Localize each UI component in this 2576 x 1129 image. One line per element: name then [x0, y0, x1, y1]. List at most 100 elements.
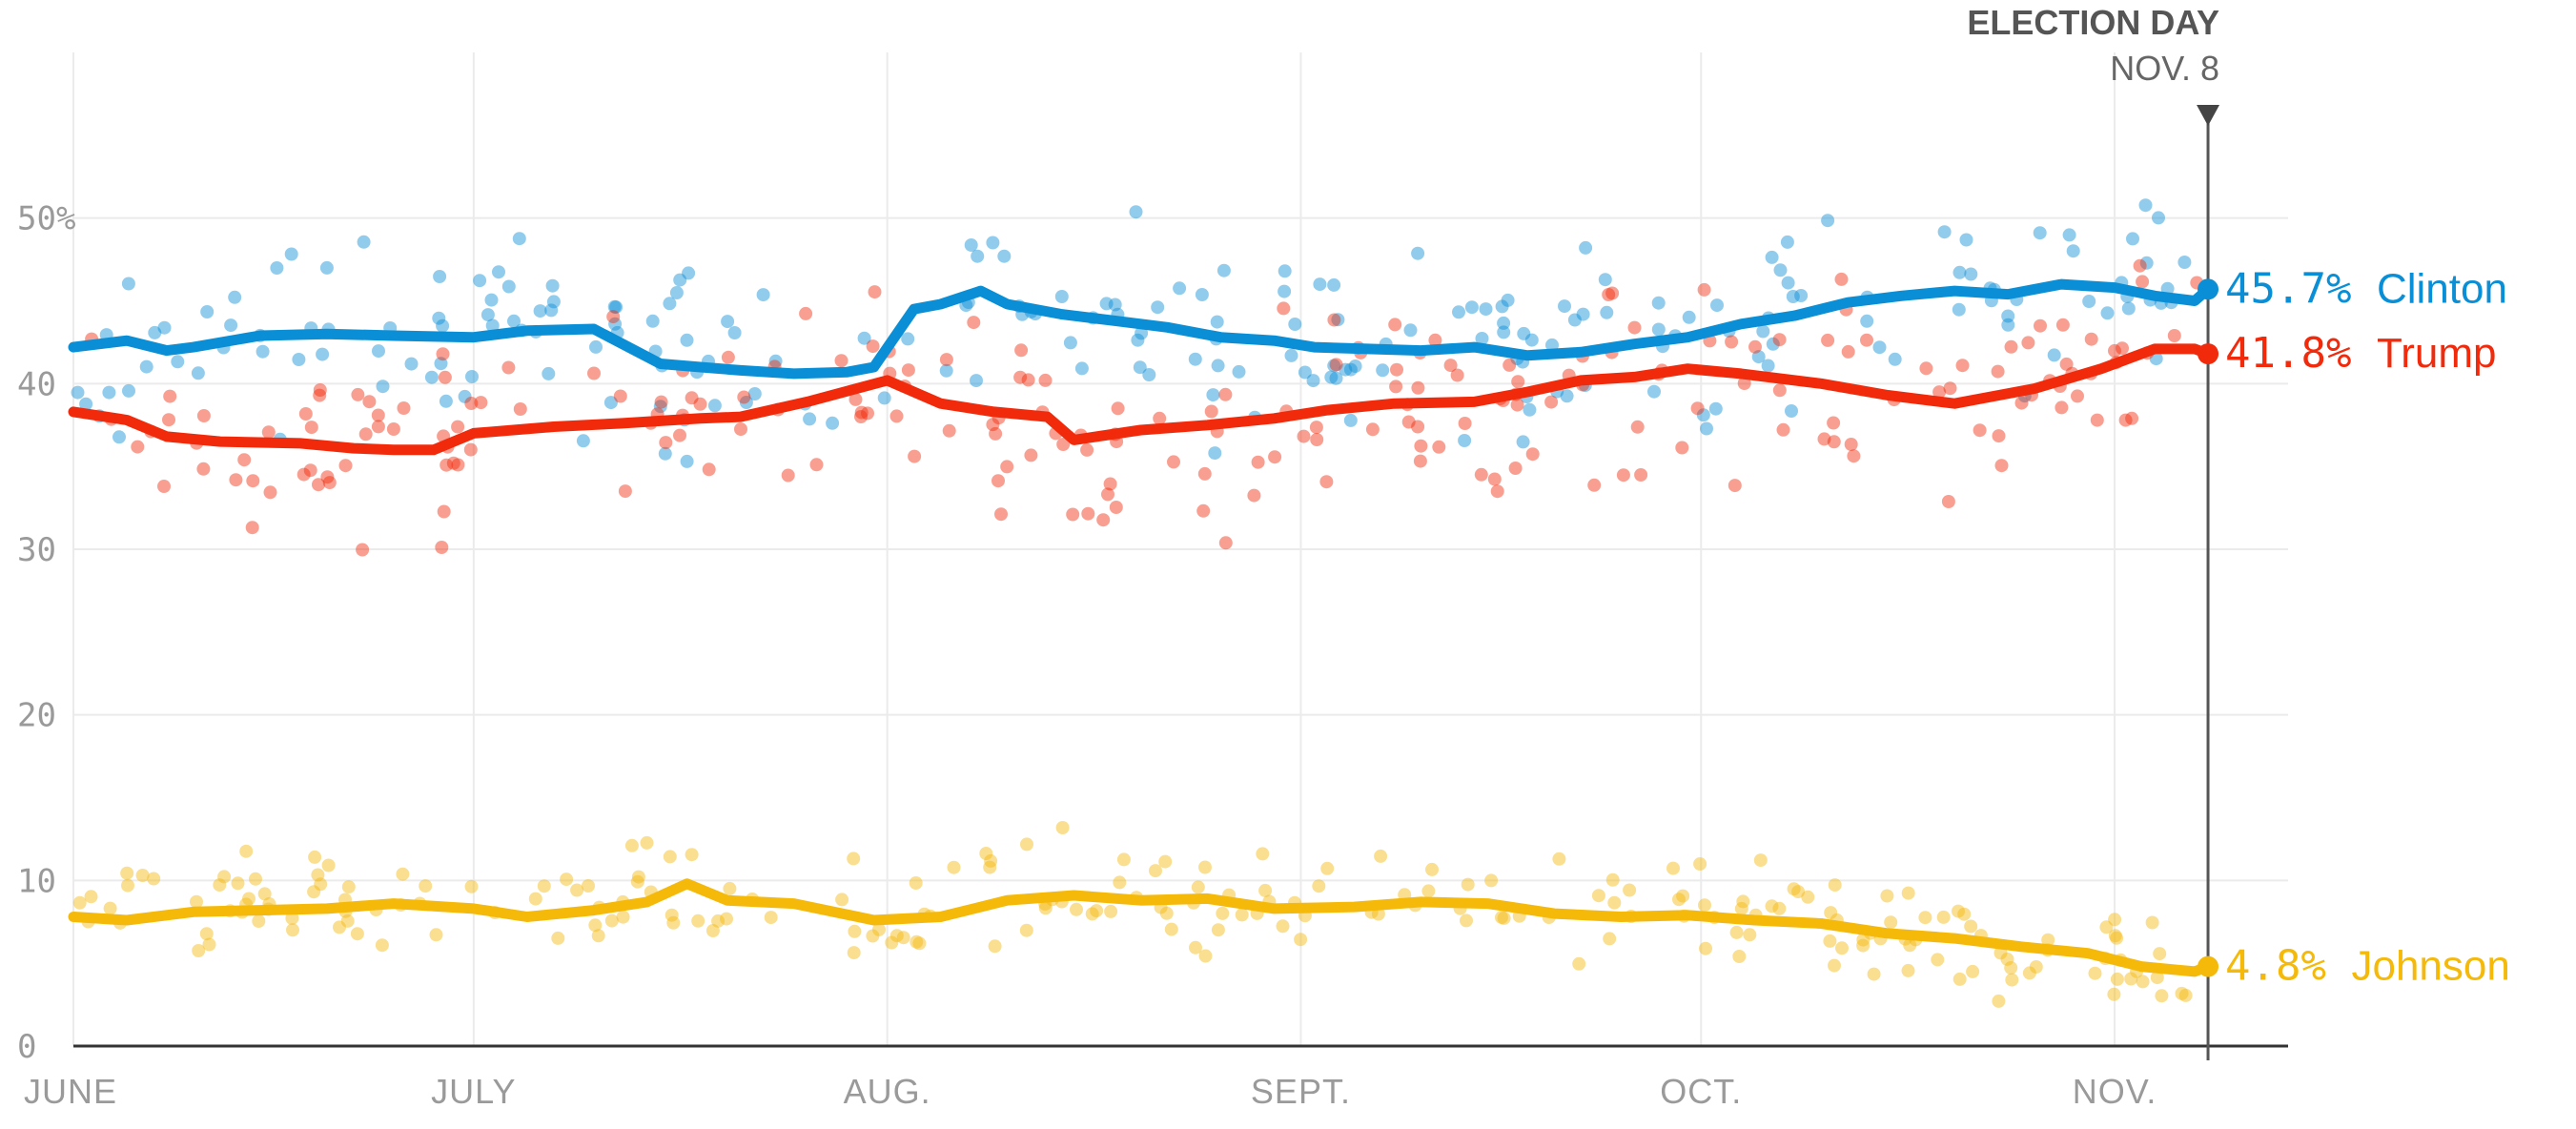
- poll-dot: [908, 449, 922, 463]
- poll-dot: [2177, 256, 2192, 269]
- poll-dot: [1828, 958, 1841, 973]
- poll-dot: [1690, 401, 1705, 416]
- poll-dot: [1753, 853, 1768, 868]
- poll-dot: [2029, 960, 2043, 974]
- poll-dot: [1167, 455, 1180, 469]
- poll-dot: [834, 354, 848, 368]
- poll-dot: [781, 468, 795, 482]
- poll-dot: [1748, 339, 1762, 354]
- poll-dot: [1672, 893, 1686, 907]
- poll-dot: [1666, 861, 1680, 875]
- poll-dot: [1765, 899, 1779, 913]
- poll-dot: [1743, 928, 1757, 942]
- poll-dot: [1309, 421, 1323, 435]
- poll-dot: [199, 927, 214, 941]
- poll-dot: [1524, 333, 1539, 347]
- poll-dot: [484, 293, 499, 307]
- poll-dot: [162, 413, 175, 427]
- poll-dot: [2022, 966, 2036, 980]
- poll-dot: [1737, 377, 1751, 390]
- poll-dot: [1675, 441, 1689, 455]
- poll-dot: [2121, 301, 2136, 316]
- poll-dot: [2136, 275, 2150, 289]
- poll-dot: [1327, 277, 1341, 292]
- poll-dot: [1841, 344, 1855, 359]
- poll-dot: [1198, 949, 1213, 963]
- poll-dot: [1484, 873, 1499, 888]
- poll-dot: [2108, 913, 2122, 927]
- poll-dot: [1827, 435, 1841, 449]
- poll-dot: [256, 344, 270, 359]
- poll-dot: [2033, 226, 2047, 240]
- poll-dot: [1676, 889, 1690, 903]
- poll-dot: [1765, 250, 1779, 264]
- poll-dot: [1693, 857, 1707, 871]
- poll-dot: [440, 458, 454, 472]
- poll-dot: [1374, 849, 1388, 863]
- poll-dot: [624, 838, 639, 852]
- poll-dot: [1943, 381, 1957, 396]
- poll-dot: [533, 304, 547, 318]
- poll-dot: [1919, 361, 1933, 376]
- poll-dot: [319, 260, 334, 275]
- poll-dot: [1131, 333, 1145, 347]
- poll-dot: [1197, 466, 1212, 481]
- poll-dot: [1766, 337, 1780, 351]
- poll-dot: [1487, 472, 1502, 486]
- poll-dot: [419, 879, 433, 893]
- poll-dot: [1218, 536, 1233, 550]
- poll-dot: [304, 421, 318, 435]
- poll-dot: [1697, 282, 1711, 297]
- y-tick-label: 20: [17, 697, 56, 735]
- poll-dot: [465, 370, 479, 383]
- poll-dot: [1196, 503, 1211, 518]
- poll-dot: [591, 929, 605, 943]
- poll-dot: [939, 363, 953, 378]
- poll-dot: [432, 311, 446, 325]
- poll-dot: [1772, 383, 1787, 398]
- poll-dot: [1856, 933, 1871, 947]
- poll-dot: [464, 397, 479, 410]
- poll-dot: [1828, 878, 1842, 893]
- poll-dot: [1450, 368, 1464, 382]
- poll-dot: [967, 316, 981, 330]
- poll-dot: [685, 391, 699, 405]
- poll-dot: [664, 908, 679, 922]
- poll-dot: [680, 454, 694, 468]
- poll-dot: [513, 402, 527, 416]
- poll-dot: [546, 295, 561, 309]
- poll-dot: [237, 453, 252, 467]
- poll-dot: [1133, 360, 1147, 375]
- poll-dot: [464, 879, 479, 893]
- poll-dot: [437, 504, 451, 519]
- poll-dot: [1021, 373, 1035, 387]
- poll-dot: [1888, 352, 1902, 366]
- poll-dot: [1411, 246, 1425, 260]
- poll-dot: [163, 389, 177, 403]
- poll-dot: [333, 920, 346, 934]
- poll-dot: [1388, 318, 1402, 332]
- poll-dot: [1310, 433, 1324, 446]
- poll-dot: [1616, 468, 1630, 482]
- poll-dot: [1936, 910, 1951, 924]
- poll-dot: [1791, 885, 1806, 899]
- poll-dot: [1821, 333, 1835, 347]
- poll-dot: [1503, 358, 1517, 372]
- poll-dot: [436, 318, 450, 333]
- poll-dot: [2014, 396, 2029, 410]
- poll-dot: [451, 458, 465, 472]
- poll-dot: [1605, 286, 1620, 300]
- poll-dot: [1411, 380, 1425, 395]
- series-name: Johnson: [2351, 942, 2509, 989]
- poll-dot: [434, 357, 448, 371]
- poll-dot: [1055, 821, 1070, 834]
- poll-dot: [1772, 901, 1787, 915]
- poll-dot: [720, 912, 733, 926]
- poll-dot: [71, 385, 85, 400]
- poll-dot: [693, 397, 707, 411]
- poll-dot: [979, 847, 993, 860]
- poll-dot: [485, 318, 500, 333]
- poll-dot: [1497, 911, 1511, 925]
- poll-dot: [1113, 875, 1127, 890]
- poll-dot: [986, 418, 1000, 432]
